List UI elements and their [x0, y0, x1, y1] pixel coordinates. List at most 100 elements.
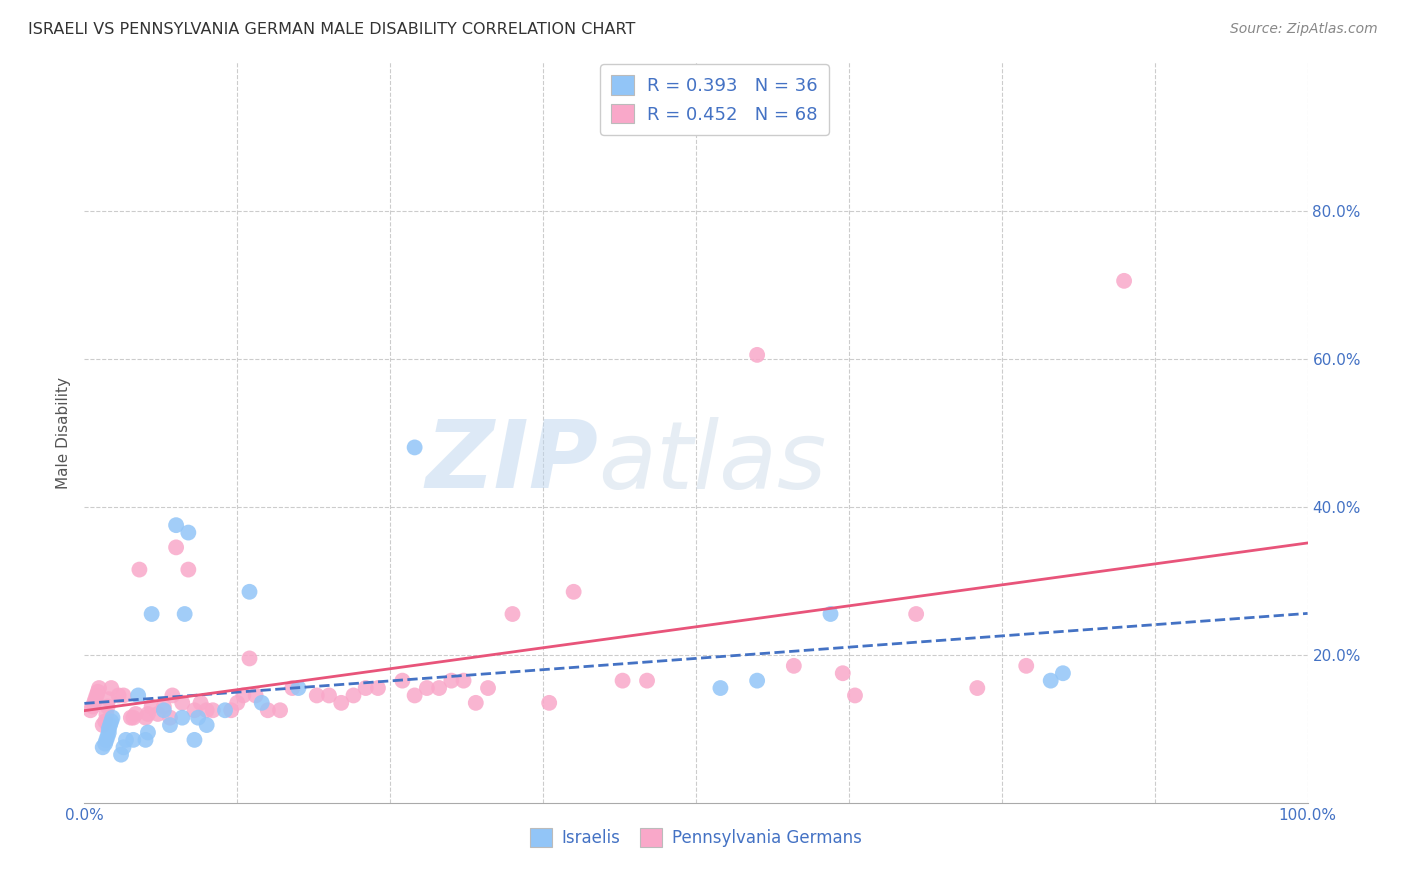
Point: [91, 718, 114, 732]
Point: [214, 703, 236, 717]
Point: [94, 714, 117, 729]
Point: [86, 689, 108, 703]
Point: [183, 703, 205, 717]
Point: [87, 681, 110, 695]
Point: [159, 711, 181, 725]
Point: [453, 673, 475, 688]
Point: [1039, 673, 1062, 688]
Point: [709, 681, 731, 695]
Point: [135, 711, 157, 725]
Point: [226, 696, 249, 710]
Point: [100, 681, 122, 695]
Point: [120, 711, 142, 725]
Point: [440, 673, 463, 688]
Point: [141, 699, 163, 714]
Point: [342, 689, 364, 703]
Point: [427, 681, 450, 695]
Point: [1114, 274, 1136, 288]
Point: [187, 711, 209, 725]
Point: [165, 518, 187, 533]
Point: [238, 651, 260, 665]
Point: [83, 696, 105, 710]
Point: [96, 732, 118, 747]
Point: [97, 699, 120, 714]
Text: Source: ZipAtlas.com: Source: ZipAtlas.com: [1230, 22, 1378, 37]
Point: [305, 689, 328, 703]
Point: [94, 737, 117, 751]
Point: [183, 732, 205, 747]
Text: ISRAELI VS PENNSYLVANIA GERMAN MALE DISABILITY CORRELATION CHART: ISRAELI VS PENNSYLVANIA GERMAN MALE DISA…: [28, 22, 636, 37]
Point: [153, 703, 176, 717]
Point: [107, 689, 129, 703]
Point: [177, 563, 200, 577]
Point: [97, 729, 120, 743]
Point: [127, 689, 149, 703]
Point: [79, 703, 101, 717]
Point: [783, 658, 806, 673]
Point: [165, 541, 187, 555]
Point: [201, 703, 224, 717]
Point: [416, 681, 439, 695]
Point: [115, 732, 138, 747]
Point: [1052, 666, 1074, 681]
Point: [136, 725, 159, 739]
Point: [257, 703, 280, 717]
Point: [844, 689, 866, 703]
Point: [269, 703, 291, 717]
Point: [153, 699, 176, 714]
Point: [219, 703, 242, 717]
Point: [232, 689, 254, 703]
Point: [330, 696, 353, 710]
Point: [747, 673, 769, 688]
Point: [87, 685, 110, 699]
Point: [190, 696, 212, 710]
Point: [110, 747, 132, 762]
Point: [162, 689, 184, 703]
Point: [354, 681, 377, 695]
Point: [91, 740, 114, 755]
Point: [97, 722, 120, 736]
Point: [101, 711, 124, 725]
Point: [172, 711, 194, 725]
Point: [98, 718, 121, 732]
Point: [318, 689, 340, 703]
Text: atlas: atlas: [598, 417, 827, 508]
Point: [477, 681, 499, 695]
Point: [82, 699, 104, 714]
Point: [141, 607, 163, 621]
Point: [538, 696, 561, 710]
Point: [112, 740, 135, 755]
Point: [173, 607, 195, 621]
Point: [562, 584, 585, 599]
Point: [122, 732, 145, 747]
Point: [122, 711, 145, 725]
Text: ZIP: ZIP: [425, 417, 598, 508]
Point: [502, 607, 524, 621]
Point: [125, 706, 148, 721]
Point: [84, 692, 107, 706]
Point: [146, 706, 169, 721]
Point: [820, 607, 842, 621]
Point: [96, 706, 118, 721]
Point: [135, 732, 157, 747]
Point: [136, 706, 159, 721]
Point: [128, 563, 150, 577]
Point: [747, 348, 769, 362]
Point: [905, 607, 928, 621]
Legend: Israelis, Pennsylvania Germans: Israelis, Pennsylvania Germans: [523, 822, 869, 854]
Point: [250, 696, 273, 710]
Point: [612, 673, 634, 688]
Point: [195, 703, 218, 717]
Point: [831, 666, 853, 681]
Y-axis label: Male Disability: Male Disability: [56, 376, 72, 489]
Point: [367, 681, 389, 695]
Point: [636, 673, 658, 688]
Point: [177, 525, 200, 540]
Point: [195, 718, 218, 732]
Point: [97, 725, 120, 739]
Point: [287, 681, 309, 695]
Point: [100, 714, 122, 729]
Point: [97, 692, 120, 706]
Point: [391, 673, 413, 688]
Point: [172, 696, 194, 710]
